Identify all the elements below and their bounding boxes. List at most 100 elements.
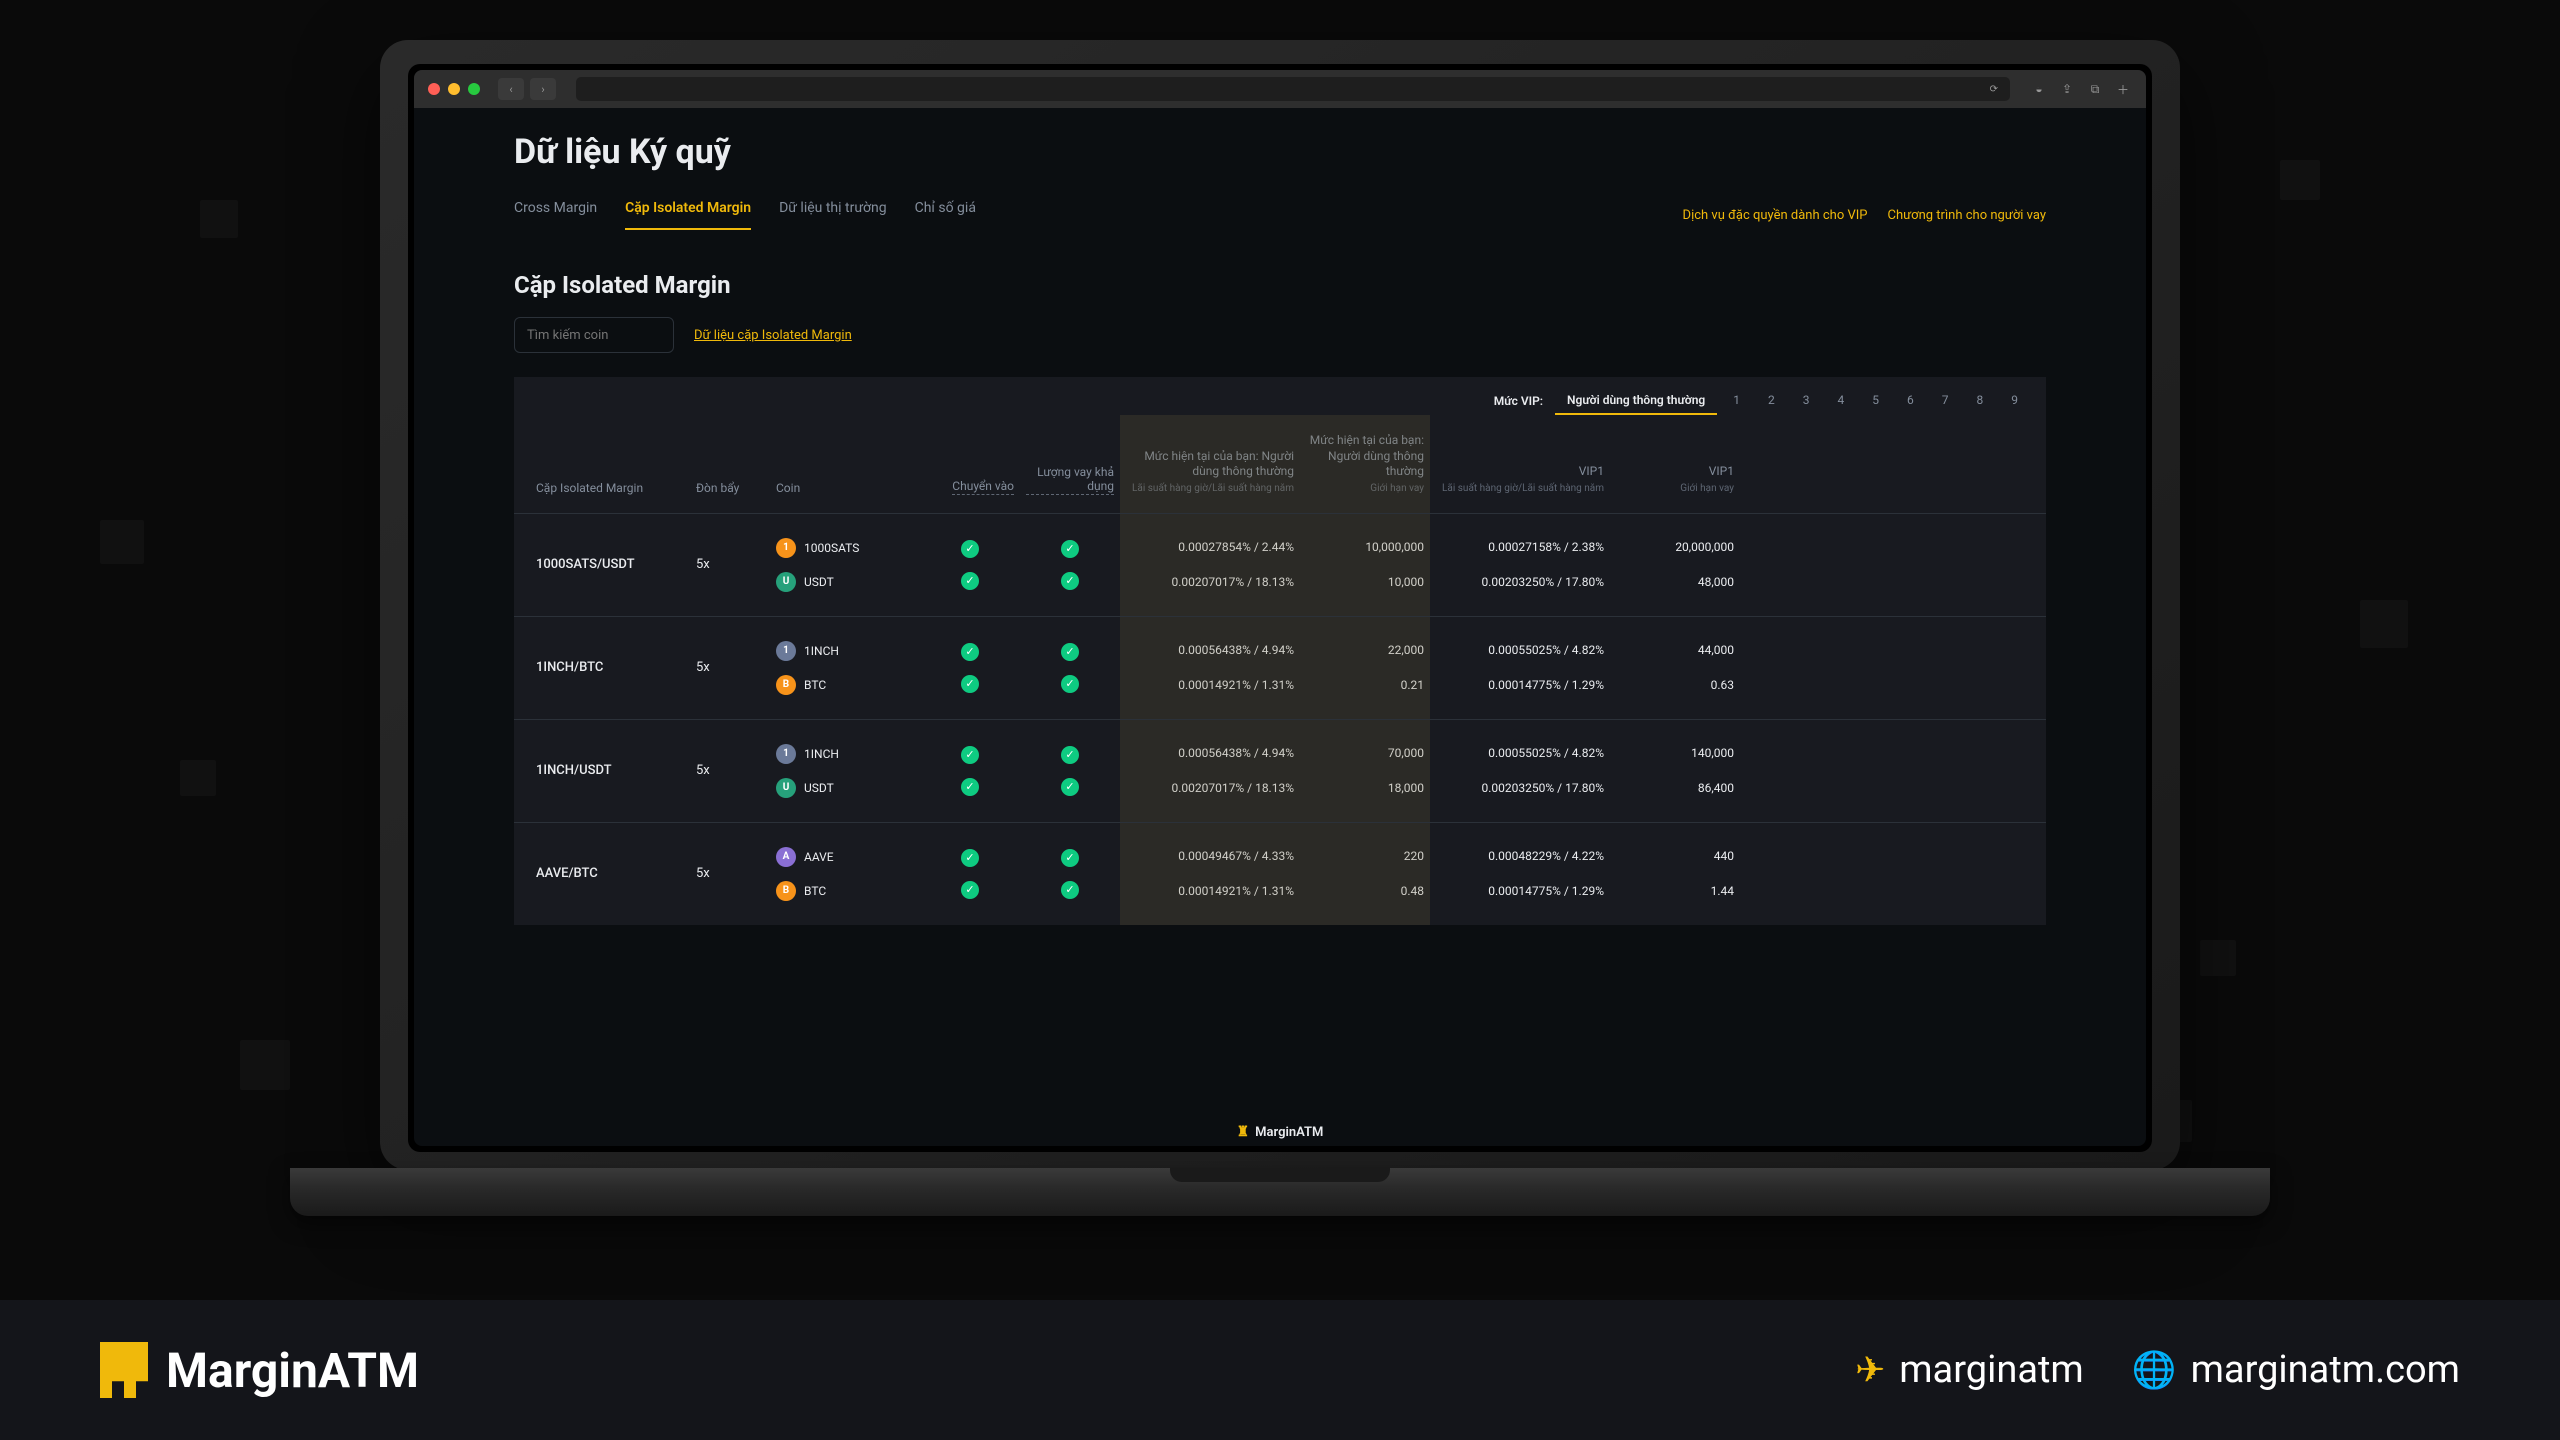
close-window-icon[interactable] <box>428 83 440 95</box>
pair-name: 1INCH/BTC <box>530 658 690 677</box>
coin-icon: U <box>776 778 796 798</box>
vip-rate: 0.00055025% / 4.82%0.00014775% / 1.29% <box>1430 640 1610 696</box>
coin-column: 1 1INCH B BTC <box>770 639 920 697</box>
check-icon: ✓ <box>961 849 979 867</box>
tab-dữ-liệu-thị-trường[interactable]: Dữ liệu thị trường <box>779 200 887 230</box>
vip-rate: 0.00055025% / 4.82%0.00203250% / 17.80% <box>1430 743 1610 799</box>
leverage-value: 5x <box>690 761 770 780</box>
telegram-text: marginatm <box>1899 1348 2084 1392</box>
vip-tab-6[interactable]: 6 <box>1895 387 1926 415</box>
new-tab-icon[interactable]: ＋ <box>2114 80 2132 98</box>
th-cur-limit: Mức hiện tại của bạn: Người dùng thông t… <box>1306 433 1424 480</box>
minimize-window-icon[interactable] <box>448 83 460 95</box>
tab-cặp-isolated-margin[interactable]: Cặp Isolated Margin <box>625 200 751 230</box>
website-text: marginatm.com <box>2191 1348 2460 1392</box>
coin-symbol: 1INCH <box>804 644 839 658</box>
check-icon: ✓ <box>961 572 979 590</box>
brand-logo-icon <box>100 1342 148 1398</box>
check-icon: ✓ <box>1061 540 1079 558</box>
th-vip-limit: VIP1 <box>1616 464 1734 480</box>
leverage-value: 5x <box>690 658 770 677</box>
coin-icon: 1 <box>776 538 796 558</box>
transfer-col: ✓✓ <box>920 641 1020 695</box>
website-link[interactable]: 🌐 marginatm.com <box>2132 1348 2460 1392</box>
vip-rate: 0.00027158% / 2.38%0.00203250% / 17.80% <box>1430 537 1610 593</box>
url-bar[interactable]: ⟳ <box>576 77 2010 101</box>
vip-tab-1[interactable]: 1 <box>1721 387 1752 415</box>
check-icon: ✓ <box>961 675 979 693</box>
vip-level-tabs: Mức VIP: Người dùng thông thường12345678… <box>514 377 2046 415</box>
current-rate: 0.00049467% / 4.33%0.00014921% / 1.31% <box>1120 846 1300 902</box>
pair-name: AAVE/BTC <box>530 864 690 883</box>
vip-tab-0[interactable]: Người dùng thông thường <box>1555 387 1717 415</box>
share-icon[interactable]: ⇪ <box>2058 80 2076 98</box>
coin-symbol: BTC <box>804 678 826 692</box>
vip-tab-9[interactable]: 9 <box>1999 387 2030 415</box>
th-vip-rate-sub: Lãi suất hàng giờ/Lãi suất hàng năm <box>1436 482 1604 495</box>
vip-limit: 20,000,00048,000 <box>1610 537 1740 593</box>
check-icon: ✓ <box>961 778 979 796</box>
borrow-col: ✓✓ <box>1020 744 1120 798</box>
nav-back-button[interactable]: ‹ <box>498 78 524 100</box>
check-icon: ✓ <box>961 540 979 558</box>
check-icon: ✓ <box>1061 643 1079 661</box>
th-borrowable: Lượng vay khả dụng <box>1026 465 1114 495</box>
th-leverage: Đòn bẩy <box>690 477 770 499</box>
vip-service-link[interactable]: Dịch vụ đặc quyền dành cho VIP <box>1683 208 1868 223</box>
vip-label: Mức VIP: <box>1494 394 1543 408</box>
page-title: Dữ liệu Ký quỹ <box>514 132 2046 172</box>
refresh-icon: ⟳ <box>1990 84 1998 95</box>
vip-limit: 44,0000.63 <box>1610 640 1740 696</box>
leverage-value: 5x <box>690 864 770 883</box>
vip-limit: 140,00086,400 <box>1610 743 1740 799</box>
coin-symbol: 1000SATS <box>804 541 859 555</box>
vip-tab-5[interactable]: 5 <box>1860 387 1891 415</box>
current-rate: 0.00056438% / 4.94%0.00014921% / 1.31% <box>1120 640 1300 696</box>
check-icon: ✓ <box>1061 849 1079 867</box>
coin-symbol: 1INCH <box>804 747 839 761</box>
current-rate: 0.00027854% / 2.44%0.00207017% / 18.13% <box>1120 537 1300 593</box>
coin-column: 11INCHUUSDT <box>770 742 920 800</box>
vip-limit: 4401.44 <box>1610 846 1740 902</box>
vip-tab-8[interactable]: 8 <box>1965 387 1996 415</box>
laptop-mockup: ‹ › ⟳ ◒ ⇪ ⧉ ＋ Dữ liệu Ký quỹ Cross Margi… <box>380 40 2180 1230</box>
check-icon: ✓ <box>1061 572 1079 590</box>
coin-symbol: USDT <box>804 575 834 589</box>
section-title: Cặp Isolated Margin <box>514 271 2046 299</box>
th-transfer: Chuyển vào <box>952 479 1014 495</box>
borrower-program-link[interactable]: Chương trình cho người vay <box>1887 208 2046 223</box>
check-icon: ✓ <box>1061 778 1079 796</box>
coin-icon: B <box>776 675 796 695</box>
coin-icon: B <box>776 881 796 901</box>
check-icon: ✓ <box>1061 675 1079 693</box>
coin-icon: U <box>776 572 796 592</box>
check-icon: ✓ <box>961 643 979 661</box>
telegram-link[interactable]: ✈ marginatm <box>1855 1348 2084 1392</box>
nav-forward-button[interactable]: › <box>530 78 556 100</box>
coin-column: AAAVEBBTC <box>770 845 920 903</box>
margin-table: Cặp Isolated Margin Đòn bẩy Coin Chuyển … <box>514 415 2046 925</box>
check-icon: ✓ <box>1061 881 1079 899</box>
brand-name: MarginATM <box>166 1342 419 1399</box>
vip-tab-4[interactable]: 4 <box>1826 387 1857 415</box>
extension-icon[interactable]: ◒ <box>2030 80 2048 98</box>
coin-icon: 1 <box>776 641 796 661</box>
copy-icon[interactable]: ⧉ <box>2086 80 2104 98</box>
tab-cross-margin[interactable]: Cross Margin <box>514 200 597 230</box>
transfer-col: ✓✓ <box>920 847 1020 901</box>
vip-tab-2[interactable]: 2 <box>1756 387 1787 415</box>
coin-symbol: USDT <box>804 781 834 795</box>
search-coin-input[interactable] <box>514 317 674 353</box>
table-header: Cặp Isolated Margin Đòn bẩy Coin Chuyển … <box>514 415 2046 513</box>
vip-tab-3[interactable]: 3 <box>1791 387 1822 415</box>
current-limit: 10,000,00010,000 <box>1300 537 1430 593</box>
current-limit: 2200.48 <box>1300 846 1430 902</box>
isolated-data-link[interactable]: Dữ liệu cặp Isolated Margin <box>694 328 852 343</box>
traffic-lights <box>428 83 480 95</box>
vip-tab-7[interactable]: 7 <box>1930 387 1961 415</box>
transfer-col: ✓✓ <box>920 744 1020 798</box>
table-row: 1INCH/BTC5x11INCHBBTC✓✓✓✓0.00056438% / 4… <box>514 616 2046 719</box>
maximize-window-icon[interactable] <box>468 83 480 95</box>
tab-chỉ-số-giá[interactable]: Chỉ số giá <box>915 200 976 230</box>
coin-symbol: BTC <box>804 884 826 898</box>
